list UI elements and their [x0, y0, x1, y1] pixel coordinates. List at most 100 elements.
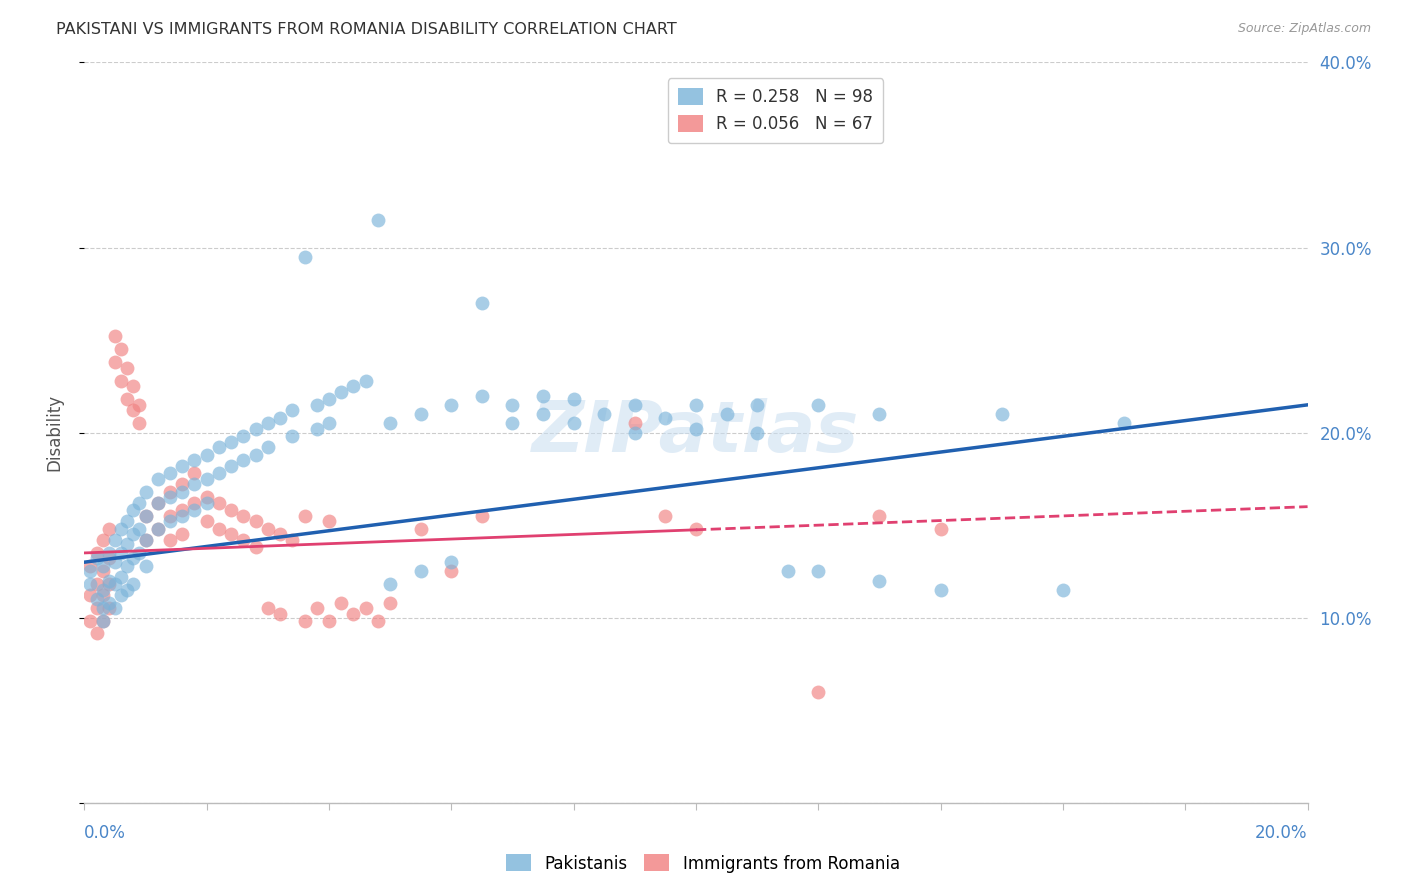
Point — [471, 296, 494, 310]
Point — [128, 496, 150, 510]
Point — [97, 601, 120, 615]
Point — [183, 496, 205, 510]
Point — [122, 527, 145, 541]
Point — [294, 508, 316, 523]
Legend: Pakistanis, Immigrants from Romania: Pakistanis, Immigrants from Romania — [499, 847, 907, 880]
Point — [232, 453, 254, 467]
Point — [79, 577, 101, 591]
Point — [115, 558, 138, 573]
Point — [219, 434, 242, 449]
Point — [471, 389, 494, 403]
Point — [122, 503, 145, 517]
Point — [86, 601, 108, 615]
Point — [159, 491, 181, 505]
Point — [195, 496, 218, 510]
Point — [440, 398, 463, 412]
Point — [122, 379, 145, 393]
Point — [104, 555, 127, 569]
Point — [195, 472, 218, 486]
Point — [172, 527, 194, 541]
Point — [115, 515, 138, 529]
Point — [91, 565, 114, 579]
Point — [776, 565, 799, 579]
Point — [257, 441, 280, 455]
Point — [195, 515, 218, 529]
Point — [281, 429, 304, 443]
Point — [91, 582, 114, 597]
Point — [128, 398, 150, 412]
Point — [135, 533, 157, 547]
Point — [807, 565, 830, 579]
Point — [502, 417, 524, 431]
Point — [807, 685, 830, 699]
Point — [122, 577, 145, 591]
Point — [245, 515, 267, 529]
Point — [91, 533, 114, 547]
Point — [367, 212, 389, 227]
Point — [183, 467, 205, 481]
Point — [172, 508, 194, 523]
Point — [115, 360, 138, 375]
Point — [146, 522, 169, 536]
Point — [135, 484, 157, 499]
Point — [172, 477, 194, 491]
Point — [104, 601, 127, 615]
Point — [110, 343, 132, 357]
Point — [86, 592, 108, 607]
Point — [128, 417, 150, 431]
Legend: R = 0.258   N = 98, R = 0.056   N = 67: R = 0.258 N = 98, R = 0.056 N = 67 — [668, 78, 883, 143]
Point — [91, 601, 114, 615]
Point — [716, 407, 738, 421]
Point — [110, 522, 132, 536]
Point — [991, 407, 1014, 421]
Point — [135, 533, 157, 547]
Point — [115, 582, 138, 597]
Point — [172, 458, 194, 473]
Point — [219, 503, 242, 517]
Point — [593, 407, 616, 421]
Point — [294, 250, 316, 264]
Point — [128, 546, 150, 560]
Point — [128, 522, 150, 536]
Point — [110, 589, 132, 603]
Point — [257, 601, 280, 615]
Point — [91, 558, 114, 573]
Point — [159, 467, 181, 481]
Point — [232, 533, 254, 547]
Point — [929, 522, 952, 536]
Point — [115, 537, 138, 551]
Point — [232, 508, 254, 523]
Point — [146, 472, 169, 486]
Point — [110, 374, 132, 388]
Point — [654, 410, 676, 425]
Point — [146, 522, 169, 536]
Point — [159, 515, 181, 529]
Point — [86, 577, 108, 591]
Point — [159, 484, 181, 499]
Point — [869, 407, 891, 421]
Point — [624, 398, 647, 412]
Point — [91, 615, 114, 629]
Point — [1052, 582, 1074, 597]
Text: PAKISTANI VS IMMIGRANTS FROM ROMANIA DISABILITY CORRELATION CHART: PAKISTANI VS IMMIGRANTS FROM ROMANIA DIS… — [56, 22, 678, 37]
Point — [409, 522, 432, 536]
Point — [86, 546, 108, 560]
Point — [208, 522, 231, 536]
Point — [219, 527, 242, 541]
Point — [318, 615, 340, 629]
Point — [685, 522, 707, 536]
Point — [104, 577, 127, 591]
Point — [104, 355, 127, 369]
Text: 0.0%: 0.0% — [84, 823, 127, 841]
Point — [135, 508, 157, 523]
Point — [269, 410, 291, 425]
Point — [624, 417, 647, 431]
Point — [110, 570, 132, 584]
Point — [502, 398, 524, 412]
Point — [562, 417, 585, 431]
Point — [685, 422, 707, 436]
Point — [330, 596, 353, 610]
Point — [208, 441, 231, 455]
Point — [354, 374, 377, 388]
Point — [354, 601, 377, 615]
